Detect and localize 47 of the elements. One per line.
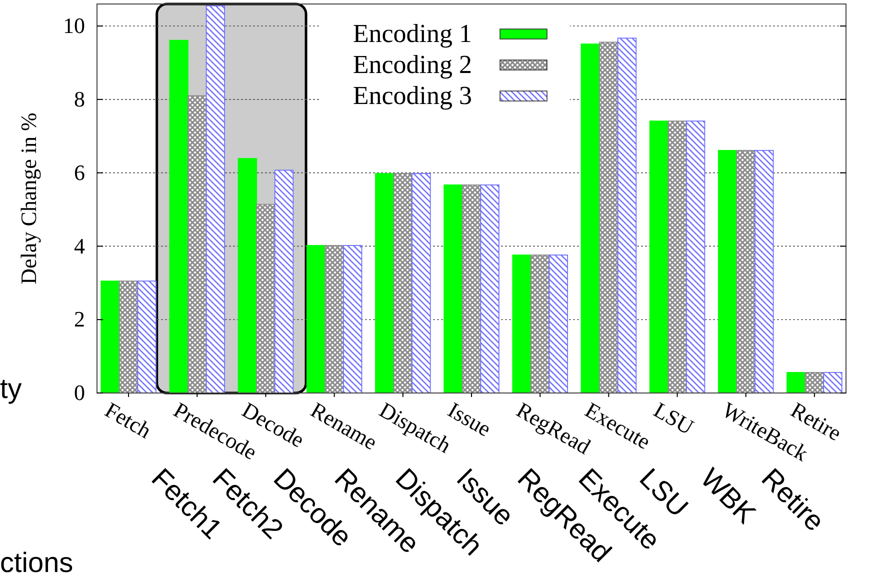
bar <box>668 120 687 394</box>
text: ty <box>0 373 22 404</box>
bar <box>718 150 738 394</box>
bar <box>599 42 618 394</box>
bar <box>118 280 138 394</box>
bar <box>480 184 500 394</box>
bar <box>188 95 207 394</box>
x-tick-label: Fetch <box>100 397 156 444</box>
legend-label: Encoding 2 <box>352 50 472 79</box>
bar <box>823 372 842 394</box>
bar <box>754 150 774 394</box>
text: ctions <box>0 547 74 578</box>
bar <box>206 5 226 394</box>
bar <box>169 40 188 394</box>
bar <box>462 184 482 394</box>
bar <box>444 184 463 394</box>
bar <box>617 38 637 394</box>
bar <box>512 254 532 394</box>
bar <box>306 245 326 394</box>
bar <box>375 173 394 394</box>
y-axis-title: Delay Change in % <box>16 112 41 284</box>
bar <box>274 170 294 394</box>
bar <box>530 254 550 394</box>
y-tick-label: 10 <box>63 13 85 38</box>
bar <box>580 44 600 394</box>
y-tick-label: 0 <box>74 380 85 406</box>
bar <box>343 245 362 394</box>
bar <box>137 280 156 394</box>
y-tick-label: 2 <box>74 306 85 332</box>
y-tick-label: 4 <box>74 233 85 258</box>
bar <box>649 120 669 394</box>
bar <box>238 158 258 394</box>
y-tick-label: 8 <box>74 86 85 112</box>
bar <box>393 173 413 394</box>
legend-label: Encoding 1 <box>352 19 472 48</box>
y-tick-label: 6 <box>74 160 85 185</box>
bar <box>548 254 568 394</box>
legend-label: Encoding 3 <box>352 81 472 110</box>
bar <box>786 372 806 394</box>
bar <box>804 372 824 394</box>
bar <box>686 120 706 394</box>
bar <box>256 204 276 394</box>
bar <box>736 150 756 394</box>
bar <box>412 173 431 394</box>
x-tick-label: LSU <box>650 397 698 440</box>
bar <box>100 280 120 394</box>
bar <box>324 245 344 394</box>
